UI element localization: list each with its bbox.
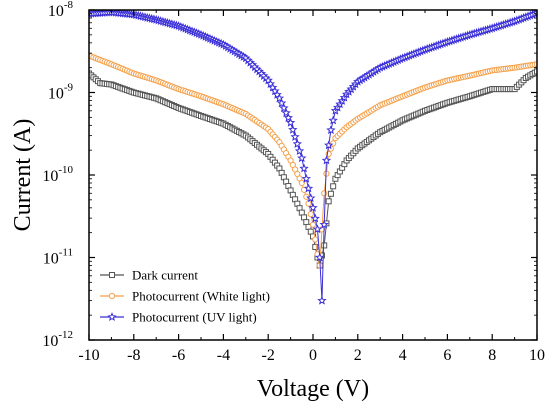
data-point — [299, 163, 309, 173]
legend-item: Photocurrent (White light) — [100, 289, 270, 304]
data-point — [327, 190, 334, 197]
x-tick-label: 0 — [309, 347, 317, 364]
data-point — [305, 200, 312, 207]
legend-marker — [107, 312, 117, 321]
data-point — [315, 252, 325, 262]
data-point — [303, 183, 314, 193]
data-point — [288, 124, 298, 134]
data-point — [325, 198, 332, 205]
data-point — [308, 202, 318, 212]
data-point — [319, 219, 329, 229]
x-tick-label: -2 — [262, 347, 275, 364]
legend-marker — [108, 292, 116, 300]
legend-item: Dark current — [100, 268, 198, 283]
data-point — [324, 140, 334, 150]
data-point — [312, 224, 323, 234]
legend-item: Photocurrent (UV light) — [100, 310, 257, 325]
data-point — [285, 117, 296, 127]
data-point — [330, 183, 337, 190]
data-point — [310, 213, 320, 223]
series-dark-current — [89, 68, 537, 269]
x-tick-label: 8 — [488, 347, 496, 364]
data-point — [312, 236, 319, 243]
legend-label: Photocurrent (UV light) — [132, 310, 257, 325]
data-point — [321, 155, 332, 165]
x-tick-label: 4 — [399, 347, 407, 364]
x-tick-label: 10 — [529, 347, 545, 364]
y-tick-label: 10-8 — [48, 0, 74, 20]
y-tick-label: 10-11 — [43, 247, 73, 268]
x-tick-label: -6 — [172, 347, 185, 364]
data-point — [298, 209, 305, 216]
y-tick-label: 10-12 — [42, 329, 73, 350]
y-axis-title: Current (A) — [10, 119, 36, 232]
x-tick-label: 6 — [443, 347, 451, 364]
data-point — [303, 219, 310, 226]
data-point — [328, 115, 338, 125]
data-point — [321, 190, 328, 197]
legend: Dark current Photocurrent (White light) Ph… — [100, 268, 270, 325]
series-photocurrent-uv-light — [89, 10, 537, 305]
data-point — [534, 68, 537, 75]
data-point — [301, 214, 308, 221]
legend-marker — [109, 272, 115, 278]
data-point — [326, 125, 336, 135]
series-photocurrent-white-light — [89, 52, 537, 269]
data-point — [309, 221, 317, 228]
x-tick-label: -10 — [78, 347, 99, 364]
data-point — [301, 173, 311, 183]
data-point — [294, 146, 305, 156]
data-point — [307, 228, 314, 235]
series-line — [89, 11, 537, 301]
data-point — [532, 10, 537, 17]
x-axis-ticks: -10 -8 -6 -4 -2 0 2 4 6 8 10 — [78, 10, 545, 364]
data-point — [290, 132, 300, 141]
data-point — [306, 193, 316, 203]
data-point — [298, 179, 305, 187]
x-tick-label: -8 — [127, 347, 140, 364]
legend-label: Dark current — [132, 268, 198, 283]
data-point — [321, 242, 328, 249]
legend-label: Photocurrent (White light) — [132, 289, 270, 304]
data-point — [307, 211, 314, 218]
y-tick-label: 10-9 — [48, 82, 74, 103]
y-axis-ticks: 10-12 10-11 10-10 10-9 10-8 — [42, 0, 537, 350]
data-point — [292, 139, 302, 148]
data-point — [312, 243, 319, 250]
series-layer — [89, 10, 537, 305]
x-tick-label: 2 — [354, 347, 362, 364]
data-point — [317, 295, 327, 305]
y-tick-label: 10-10 — [42, 164, 73, 185]
data-point — [297, 153, 307, 163]
x-axis-title: Voltage (V) — [257, 376, 369, 402]
x-tick-label: -4 — [217, 347, 230, 364]
